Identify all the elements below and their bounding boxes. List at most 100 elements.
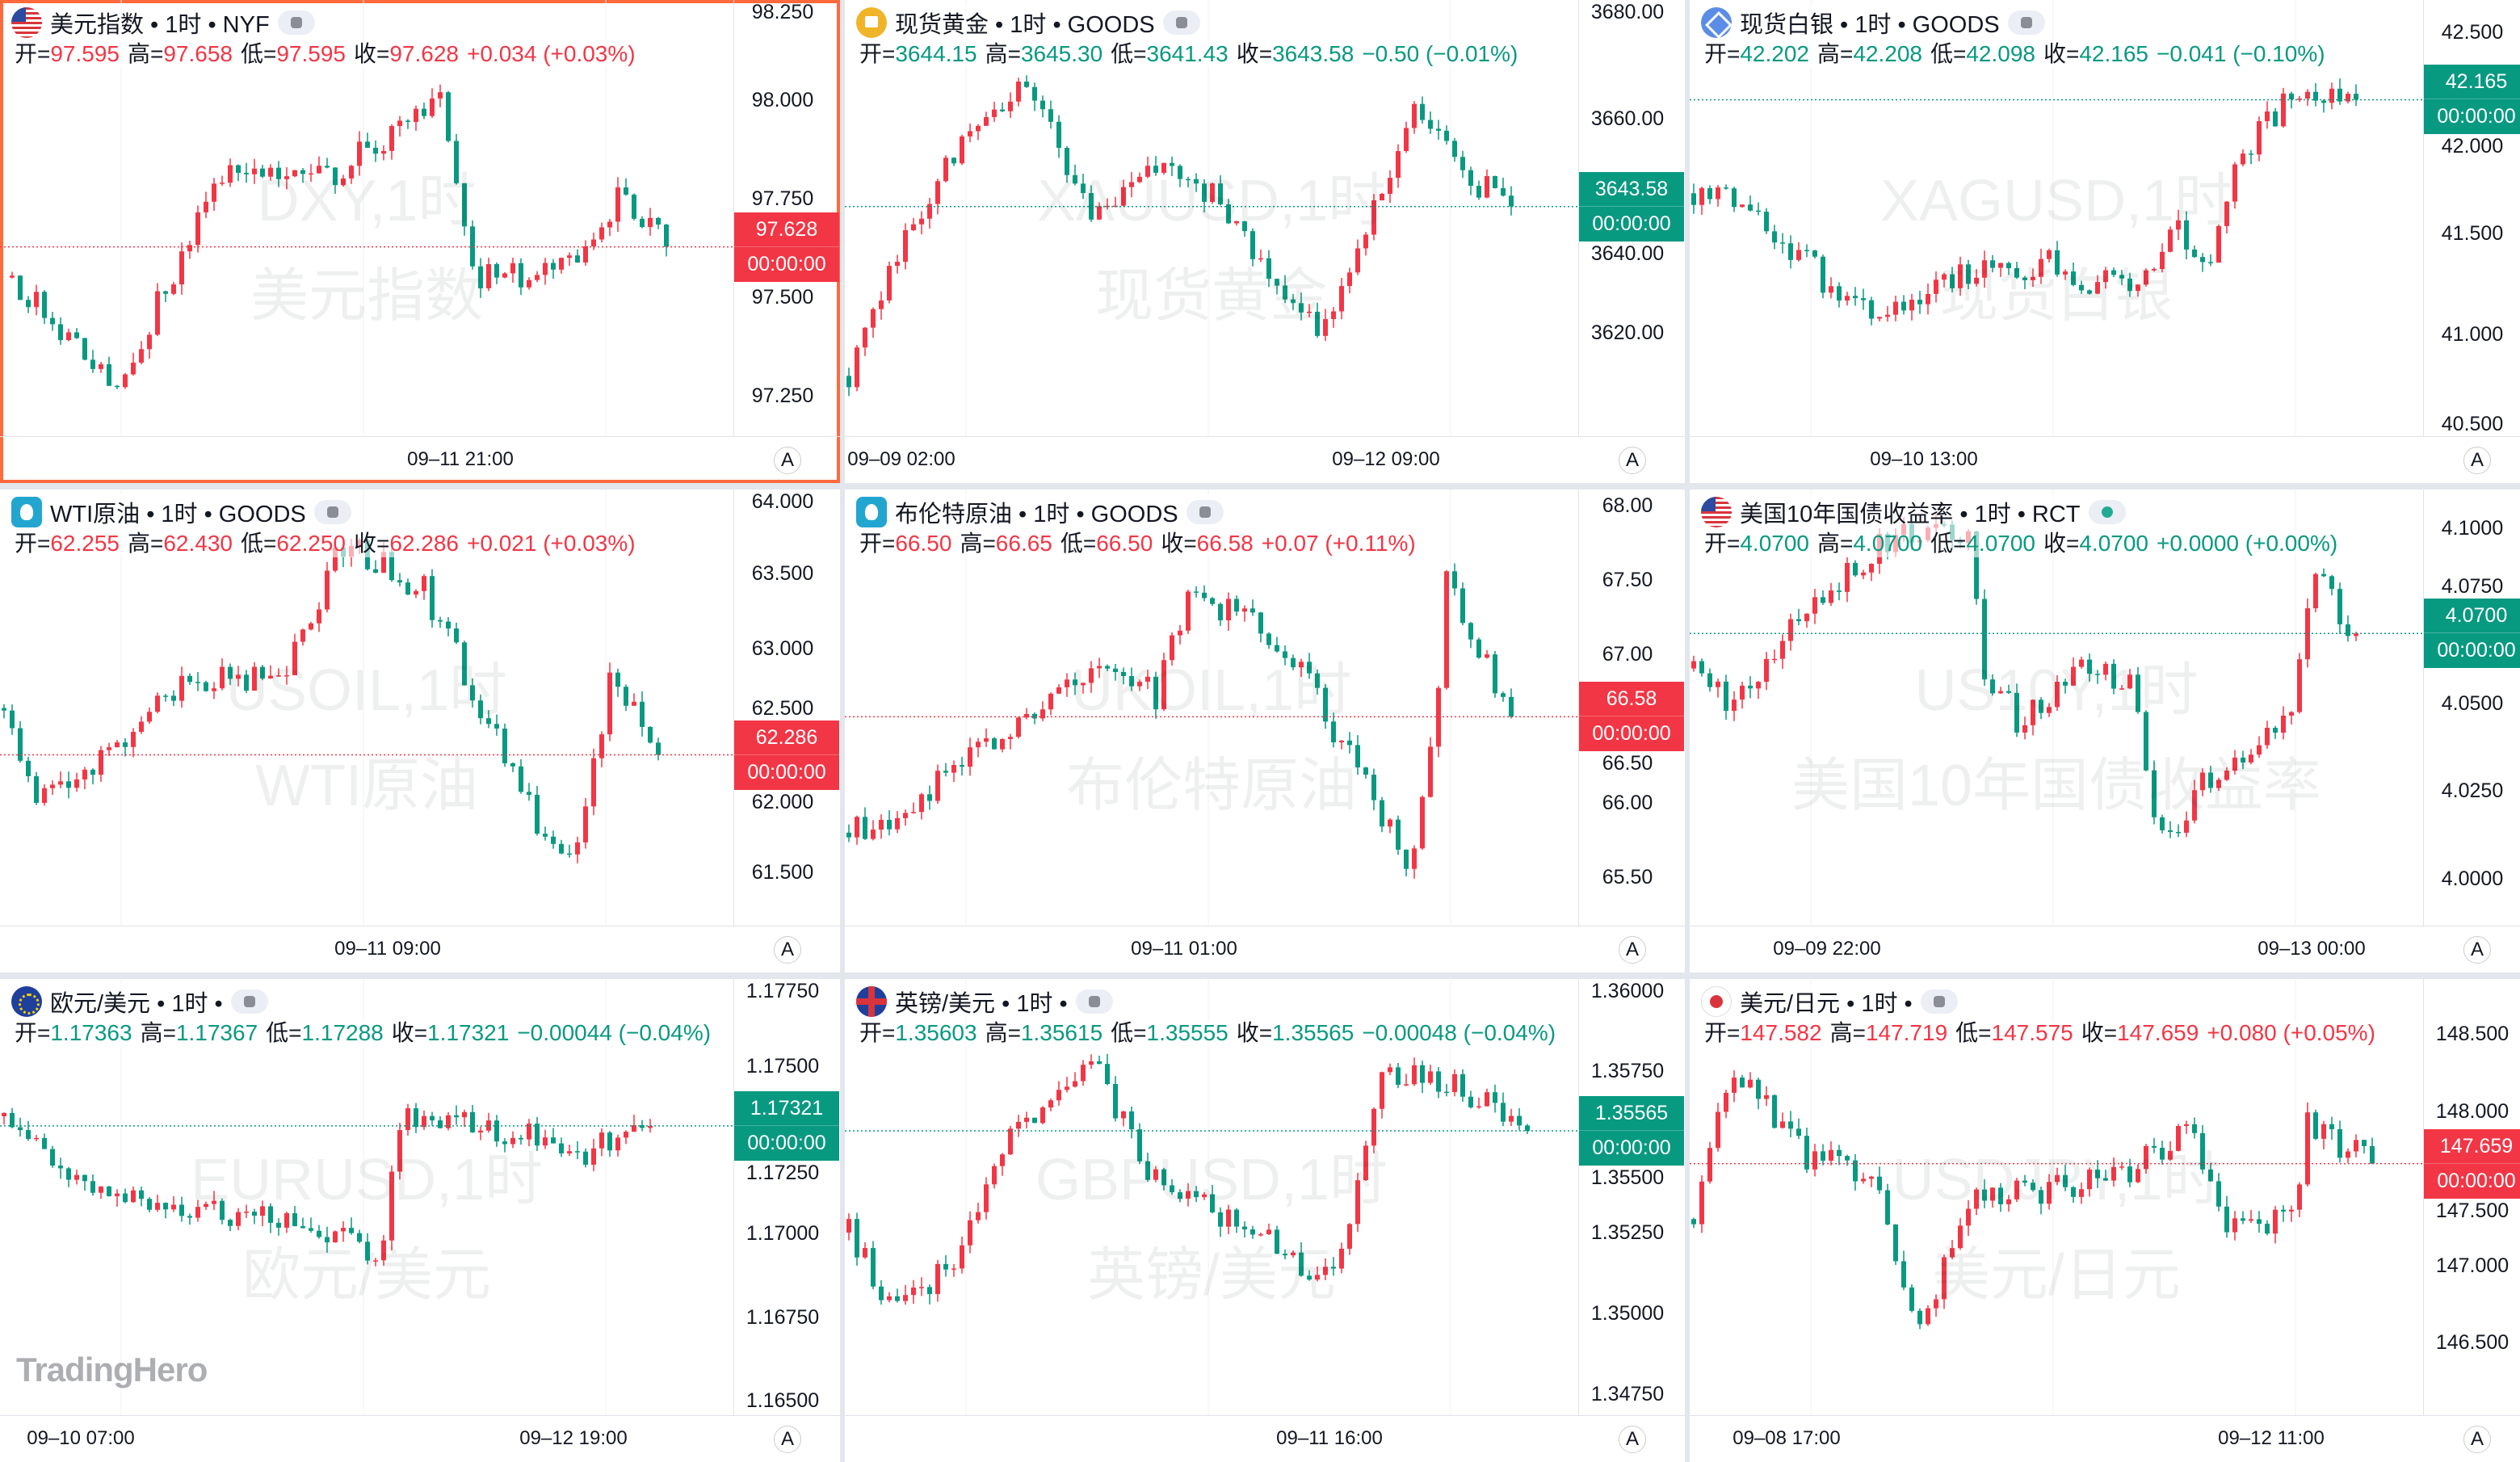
symbol-title[interactable]: 布伦特原油 • 1时 • GOODS (895, 502, 1178, 527)
market-status-badge[interactable] (1186, 500, 1224, 524)
chart-plot-area[interactable]: USDJPY,1时 美元/日元 美元/日元 • 1时 • 开=147.582 高… (1690, 979, 2423, 1415)
auto-scale-button[interactable]: A (2463, 936, 2491, 964)
auto-scale-button[interactable]: A (2463, 1426, 2491, 1453)
symbol-header[interactable]: 美元/日元 • 1时 • (1701, 984, 1958, 1019)
candle (1178, 624, 1182, 645)
chart-plot-area[interactable]: EURUSD,1时 欧元/美元 TradingHero 欧元/美元 • 1时 •… (0, 979, 733, 1415)
chart-panel[interactable]: EURUSD,1时 欧元/美元 TradingHero 欧元/美元 • 1时 •… (0, 979, 840, 1462)
low-label: 低= (1060, 531, 1097, 556)
low-label: 低= (1955, 1020, 1992, 1045)
market-status-badge[interactable] (230, 989, 268, 1014)
chart-panel[interactable]: UKOIL,1时 布伦特原油 布伦特原油 • 1时 • GOODS 开=66.5… (845, 489, 1685, 973)
symbol-header[interactable]: 布伦特原油 • 1时 • GOODS (856, 494, 1224, 530)
chart-panel[interactable]: XAGUSD,1时 现货白银 现货白银 • 1时 • GOODS 开=42.20… (1690, 0, 2520, 483)
auto-scale-button[interactable]: A (1619, 936, 1646, 964)
candle (624, 1130, 628, 1145)
price-axis[interactable]: 42.500 42.000 41.500 41.000 40.500 42.165 00:0… (2423, 0, 2520, 436)
candle (260, 1200, 265, 1227)
price-axis[interactable]: 1.36000 1.35750 1.35500 1.35250 1.35000 1.347… (1578, 979, 1685, 1415)
symbol-header[interactable]: 美国10年国债收益率 • 1时 • RCT (1701, 494, 2126, 530)
candle (260, 165, 265, 179)
market-status-badge[interactable] (1075, 989, 1113, 1014)
candle (599, 1128, 604, 1157)
chart-plot-area[interactable]: US10Y,1时 美国10年国债收益率 美国10年国债收益率 • 1时 • RC… (1690, 489, 2423, 926)
candle (1732, 1070, 1737, 1103)
price-axis[interactable]: 68.00 67.50 67.00 66.50 66.00 65.50 66.58 00:00… (1578, 489, 1685, 926)
market-status-badge[interactable] (1920, 989, 1958, 1014)
candle (968, 1211, 972, 1254)
candle (1250, 1225, 1255, 1239)
auto-scale-button[interactable]: A (774, 936, 801, 964)
chart-plot-area[interactable]: XAUUSD,1时 现货黄金 现货黄金 • 1时 • GOODS 开=3644.… (845, 0, 1578, 436)
time-axis[interactable]: A 09–11 09:00 (0, 926, 840, 973)
symbol-header[interactable]: 美元指数 • 1时 • NYF (11, 5, 315, 40)
candle (2321, 568, 2326, 578)
auto-scale-button[interactable]: A (774, 1426, 801, 1453)
symbol-header[interactable]: 现货白银 • 1时 • GOODS (1701, 5, 2045, 40)
chart-plot-area[interactable]: UKOIL,1时 布伦特原油 布伦特原油 • 1时 • GOODS 开=66.5… (845, 489, 1578, 926)
price-axis[interactable]: 98.250 98.000 97.750 97.500 97.250 97.628 00:0… (733, 0, 840, 436)
time-axis[interactable]: A 09–10 07:00 09–12 19:00 (0, 1415, 840, 1462)
time-axis[interactable]: A 09–08 17:00 09–12 11:00 (1690, 1415, 2520, 1462)
symbol-title[interactable]: 欧元/美元 • 1时 • (50, 991, 223, 1017)
price-axis[interactable]: 64.000 63.500 63.000 62.500 62.000 61.500 62.2… (733, 489, 840, 926)
symbol-header[interactable]: WTI原油 • 1时 • GOODS (11, 494, 351, 530)
market-status-badge[interactable] (2007, 11, 2045, 35)
symbol-title[interactable]: 美元/日元 • 1时 • (1740, 991, 1913, 1017)
chart-panel[interactable]: USDJPY,1时 美元/日元 美元/日元 • 1时 • 开=147.582 高… (1690, 979, 2520, 1462)
candle (1966, 1199, 1971, 1237)
time-axis[interactable]: A 09–11 16:00 (845, 1415, 1685, 1462)
symbol-title[interactable]: 现货黄金 • 1时 • GOODS (895, 12, 1155, 38)
time-axis[interactable]: A 09–10 13:00 (1690, 436, 2520, 483)
candle (42, 290, 47, 325)
time-axis[interactable]: A 09–11 01:00 (845, 926, 1685, 973)
high-value: 97.658 (163, 41, 233, 66)
chart-panel[interactable]: GBPUSD,1时 英镑/美元 英镑/美元 • 1时 • 开=1.35603 高… (845, 979, 1685, 1462)
market-status-badge[interactable] (2088, 500, 2126, 524)
chart-panel[interactable]: XAUUSD,1时 现货黄金 现货黄金 • 1时 • GOODS 开=3644.… (845, 0, 1685, 483)
chart-plot-area[interactable]: USOIL,1时 WTI原油 WTI原油 • 1时 • GOODS 开=62.2… (0, 489, 733, 926)
candle (559, 257, 564, 274)
candle (1315, 669, 1320, 695)
chart-plot-area[interactable]: DXY,1时 美元指数 美元指数 • 1时 • NYF 开=97.595 高=9… (0, 0, 733, 436)
auto-scale-button[interactable]: A (1619, 1426, 1646, 1453)
candle (2273, 107, 2278, 127)
candle (171, 690, 176, 707)
candle (968, 123, 972, 143)
candle (292, 1206, 297, 1227)
auto-scale-button[interactable]: A (774, 447, 801, 474)
price-axis[interactable]: 3680.00 3660.00 3640.00 3620.00 3643.58 00:00… (1578, 0, 1685, 436)
candle (1331, 307, 1336, 328)
price-tick: 1.17250 (746, 1161, 820, 1184)
time-axis[interactable]: A 09–11 21:00 (0, 436, 840, 483)
symbol-title[interactable]: 美元指数 • 1时 • NYF (50, 12, 270, 38)
symbol-header[interactable]: 欧元/美元 • 1时 • (11, 984, 268, 1019)
market-status-badge[interactable] (1162, 11, 1200, 35)
candle (2297, 95, 2302, 103)
price-axis[interactable]: 148.500 148.000 147.500 147.000 146.500 147.6… (2423, 979, 2520, 1415)
market-status-badge[interactable] (277, 11, 315, 35)
auto-scale-button[interactable]: A (2463, 447, 2491, 474)
symbol-title[interactable]: WTI原油 • 1时 • GOODS (50, 502, 306, 527)
price-axis[interactable]: 1.17750 1.17500 1.17250 1.17000 1.16750 1.165… (733, 979, 840, 1415)
candle (887, 1292, 892, 1303)
candle (2152, 760, 2157, 825)
chart-plot-area[interactable]: GBPUSD,1时 英镑/美元 英镑/美元 • 1时 • 开=1.35603 高… (845, 979, 1578, 1415)
auto-scale-button[interactable]: A (1619, 447, 1646, 474)
symbol-header[interactable]: 英镑/美元 • 1时 • (856, 984, 1113, 1019)
price-tick: 97.500 (751, 286, 814, 309)
time-axis[interactable]: A 09–09 22:00 09–13 00:00 (1690, 926, 2520, 973)
candle (1226, 1204, 1231, 1234)
symbol-title[interactable]: 现货白银 • 1时 • GOODS (1740, 12, 2000, 38)
chart-panel[interactable]: DXY,1时 美元指数 美元指数 • 1时 • NYF 开=97.595 高=9… (0, 0, 840, 483)
price-axis[interactable]: 4.1000 4.0750 4.0500 4.0250 4.0000 4.0700 00:0… (2423, 489, 2520, 926)
chart-panel[interactable]: US10Y,1时 美国10年国债收益率 美国10年国债收益率 • 1时 • RC… (1690, 489, 2520, 973)
candle (1501, 178, 1506, 197)
symbol-header[interactable]: 现货黄金 • 1时 • GOODS (856, 5, 1200, 40)
symbol-title[interactable]: 英镑/美元 • 1时 • (895, 991, 1068, 1017)
time-axis[interactable]: A 09–09 02:00 09–12 09:00 (845, 436, 1685, 483)
market-status-badge[interactable] (313, 500, 351, 524)
symbol-title[interactable]: 美国10年国债收益率 • 1时 • RCT (1740, 502, 2081, 527)
chart-panel[interactable]: USOIL,1时 WTI原油 WTI原油 • 1时 • GOODS 开=62.2… (0, 489, 840, 973)
chart-plot-area[interactable]: XAGUSD,1时 现货白银 现货白银 • 1时 • GOODS 开=42.20… (1690, 0, 2423, 436)
